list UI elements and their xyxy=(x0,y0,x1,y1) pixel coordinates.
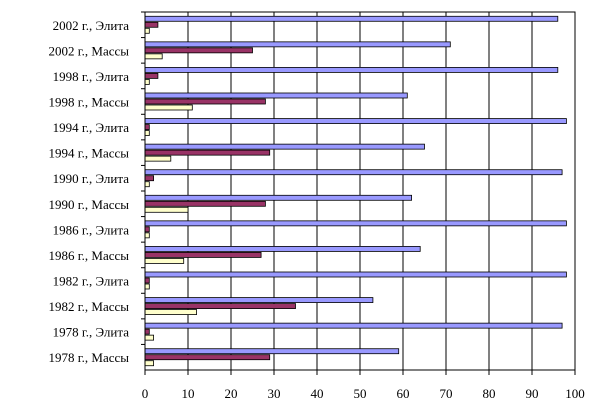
bar-s1-c7 xyxy=(144,200,266,207)
category-label-9: 1986 г., Массы xyxy=(49,248,130,263)
bar-s2-c8 xyxy=(144,232,150,239)
bar-s0-c5 xyxy=(144,143,425,150)
bar-s1-c4 xyxy=(144,124,150,130)
x-tick-label-9: 90 xyxy=(526,386,539,401)
bar-s0-c6 xyxy=(144,169,563,176)
x-tick-label-4: 40 xyxy=(311,386,324,401)
category-label-2: 1998 г., Элита xyxy=(53,69,130,84)
x-tick-label-8: 80 xyxy=(483,386,496,401)
x-tick-label-2: 20 xyxy=(225,386,238,401)
bar-s2-c11 xyxy=(144,309,197,315)
bar-s0-c11 xyxy=(144,297,374,303)
x-tick-label-5: 50 xyxy=(354,386,367,401)
x-tick-label-1: 10 xyxy=(182,386,195,401)
bar-s0-c8 xyxy=(144,220,567,227)
category-labels: 2002 г., Элита 2002 г., Массы 1998 г., Эли… xyxy=(49,11,145,365)
x-tick-label-0: 0 xyxy=(142,386,149,401)
bar-s2-c2 xyxy=(144,79,150,85)
category-label-4: 1994 г., Элита xyxy=(53,120,130,135)
bar-s2-c1 xyxy=(144,53,163,60)
bar-s2-c13 xyxy=(144,360,154,367)
bar-s2-c6 xyxy=(144,181,150,188)
category-label-5: 1994 г., Массы xyxy=(49,146,130,161)
category-label-1: 2002 г., Массы xyxy=(49,43,130,58)
bar-s2-c4 xyxy=(144,130,150,136)
bar-s0-c9 xyxy=(144,246,421,252)
bar-s1-c8 xyxy=(144,226,150,233)
x-tick-label-10: 100 xyxy=(565,386,585,401)
x-tick-labels: 0 10 20 30 40 50 60 70 80 90 100 xyxy=(142,370,585,401)
category-label-8: 1986 г., Элита xyxy=(53,222,130,237)
category-label-10: 1982 г., Элита xyxy=(53,274,130,289)
bar-s2-c0 xyxy=(144,27,150,34)
category-label-7: 1990 г., Массы xyxy=(49,197,130,212)
bar-s2-c10 xyxy=(144,283,150,290)
grid-lines xyxy=(187,12,533,370)
bar-s0-c0 xyxy=(144,15,559,22)
category-label-0: 2002 г., Элита xyxy=(53,18,130,33)
x-tick-label-6: 60 xyxy=(397,386,410,401)
bar-s2-c5 xyxy=(144,155,172,162)
bar-s0-c10 xyxy=(144,271,567,278)
bar-s1-c11 xyxy=(144,303,296,309)
bar-s1-c3 xyxy=(144,98,266,105)
bar-s0-c12 xyxy=(144,322,563,329)
bar-s1-c10 xyxy=(144,277,150,284)
category-label-6: 1990 г., Элита xyxy=(53,171,130,186)
bar-s1-c9 xyxy=(144,252,262,258)
category-label-3: 1998 г., Массы xyxy=(49,95,130,110)
bar-s1-c1 xyxy=(144,47,253,54)
category-label-11: 1982 г., Массы xyxy=(49,299,130,314)
bar-s0-c4 xyxy=(144,118,567,124)
bar-s0-c2 xyxy=(144,67,559,73)
bar-s1-c0 xyxy=(144,21,159,28)
bar-s1-c12 xyxy=(144,328,150,335)
bar-s0-c13 xyxy=(144,348,400,355)
bar-s2-c3 xyxy=(144,104,193,111)
x-tick-label-3: 30 xyxy=(268,386,281,401)
bar-s2-c9 xyxy=(144,258,185,264)
bars xyxy=(144,15,567,367)
plot-frame xyxy=(144,11,576,371)
x-tick-label-7: 70 xyxy=(440,386,453,401)
bar-s1-c5 xyxy=(144,149,271,156)
bar-s2-c7 xyxy=(144,206,189,213)
bar-s2-c12 xyxy=(144,334,154,341)
bar-s0-c7 xyxy=(144,194,413,201)
category-label-13: 1978 г., Массы xyxy=(49,350,130,365)
bar-s1-c13 xyxy=(144,354,271,361)
category-label-12: 1978 г., Элита xyxy=(53,325,130,340)
bar-s0-c1 xyxy=(144,41,451,48)
bar-s0-c3 xyxy=(144,92,408,99)
bar-s1-c2 xyxy=(144,73,159,79)
bar-s1-c6 xyxy=(144,175,154,182)
